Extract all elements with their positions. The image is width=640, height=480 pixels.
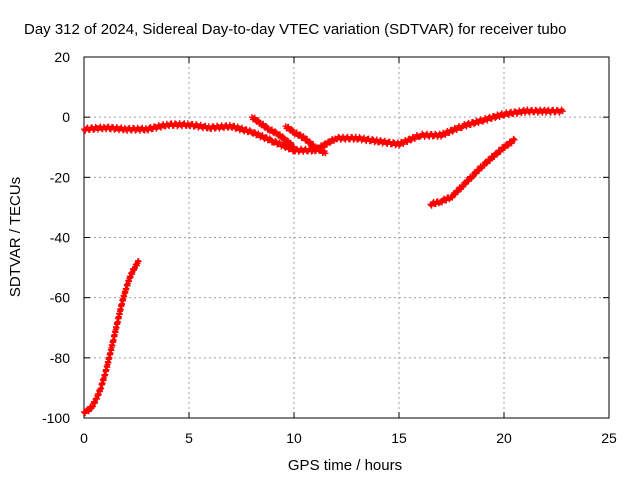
x-tick-label: 0 xyxy=(80,430,88,446)
data-point xyxy=(472,170,479,177)
data-point xyxy=(288,126,295,133)
data-point xyxy=(449,194,456,201)
data-point xyxy=(291,144,297,151)
data-points xyxy=(81,106,566,417)
data-point xyxy=(317,146,324,153)
series-arc-5 xyxy=(427,135,518,209)
data-point xyxy=(494,151,500,158)
y-axis-label: SDTVAR / TECUs xyxy=(7,177,24,297)
ticks: 0 5 10 15 20 25 -100 -80 -60 -40 -20 0 20 xyxy=(42,49,617,446)
y-tick-label: 20 xyxy=(54,49,70,65)
x-tick-label: 25 xyxy=(601,430,617,446)
data-point xyxy=(443,197,450,204)
data-point xyxy=(483,160,490,167)
y-tick-label: -80 xyxy=(50,350,70,366)
x-tick-label: 5 xyxy=(185,430,193,446)
data-point xyxy=(306,138,313,145)
data-point xyxy=(404,139,411,146)
y-tick-label: -60 xyxy=(50,290,70,306)
data-point xyxy=(135,258,142,265)
series-arc-3 xyxy=(249,114,297,151)
x-axis-label: GPS time / hours xyxy=(288,457,402,474)
data-point xyxy=(449,128,456,135)
data-point xyxy=(446,129,453,136)
data-point xyxy=(279,133,286,140)
x-tick-label: 10 xyxy=(286,430,302,446)
series-arc-2 xyxy=(81,106,566,155)
data-point xyxy=(268,126,275,133)
data-point xyxy=(296,131,303,138)
series-arc-4 xyxy=(282,123,329,157)
data-point xyxy=(471,121,478,128)
data-point xyxy=(462,181,469,188)
y-tick-label: -100 xyxy=(42,410,70,426)
data-point xyxy=(254,117,261,124)
data-point xyxy=(263,122,269,129)
data-point xyxy=(511,136,518,143)
x-tick-label: 20 xyxy=(496,430,512,446)
data-point xyxy=(322,150,329,157)
y-tick-label: -40 xyxy=(50,230,70,246)
chart-title: Day 312 of 2024, Sidereal Day-to-day VTE… xyxy=(24,21,566,38)
data-point xyxy=(407,137,414,144)
data-point xyxy=(396,142,402,149)
data-point xyxy=(559,108,566,115)
x-tick-label: 15 xyxy=(391,430,407,446)
data-point xyxy=(272,137,279,144)
y-tick-label: 0 xyxy=(62,109,70,125)
y-tick-label: -20 xyxy=(50,169,70,185)
data-point xyxy=(510,135,517,142)
series-arc-1 xyxy=(81,257,142,417)
